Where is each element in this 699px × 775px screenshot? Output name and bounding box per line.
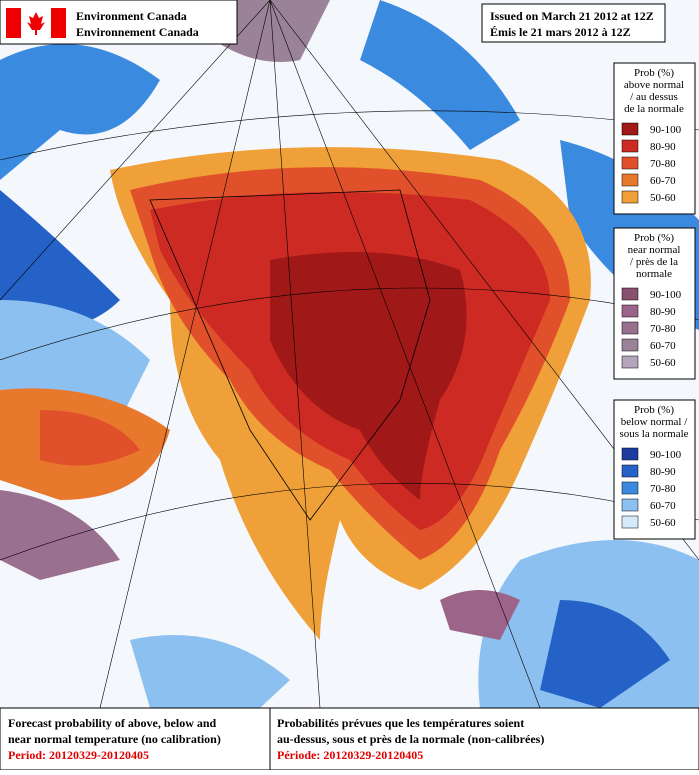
- legend-title: / au dessus: [630, 91, 678, 103]
- region: [40, 410, 140, 466]
- footer: Forecast probability of above, below and…: [0, 707, 699, 771]
- issued-fr: Émis le 21 mars 2012 à 12Z: [490, 25, 631, 39]
- legend-swatch: [621, 355, 639, 369]
- footer-fr: au-dessus, sous et près de la normale (n…: [277, 732, 544, 746]
- maple-leaf: [27, 12, 45, 35]
- agency-en: Environment Canada: [76, 9, 187, 23]
- agency-fr: Environnement Canada: [76, 25, 199, 39]
- legend-title: normale: [636, 268, 672, 280]
- legend-label: 60-70: [650, 500, 676, 512]
- legend-swatch: [621, 156, 639, 170]
- issued-box: Issued on March 21 2012 at 12Z Émis le 2…: [481, 3, 666, 43]
- issued-frame: [481, 3, 666, 43]
- legend-title: Prob (%): [634, 232, 674, 244]
- region: [270, 252, 467, 500]
- legend-swatch: [621, 321, 639, 335]
- legend-swatch: [621, 122, 639, 136]
- legend-title: below normal /: [621, 416, 689, 428]
- legend-swatch: [621, 481, 639, 495]
- legend-title: above normal: [624, 79, 684, 91]
- flag-bar: [51, 8, 66, 38]
- footer-en: near normal temperature (no calibration): [8, 732, 221, 746]
- legend-swatch: [621, 498, 639, 512]
- legend-label: 90-100: [650, 449, 682, 461]
- flag-bar: [6, 8, 21, 38]
- region: [130, 635, 290, 708]
- legend-frame: [613, 62, 696, 215]
- legend-title: Prob (%): [634, 67, 674, 79]
- legend-swatch: [621, 464, 639, 478]
- legend-swatch: [621, 304, 639, 318]
- legend-title: de la normale: [624, 103, 684, 115]
- legend-label: 60-70: [650, 340, 676, 352]
- region: [540, 600, 670, 708]
- region: [0, 490, 120, 580]
- footer-frame: [0, 707, 699, 771]
- legend-swatch: [621, 447, 639, 461]
- issued-en: Issued on March 21 2012 at 12Z: [490, 9, 654, 23]
- legend-label: 70-80: [650, 483, 676, 495]
- map: [0, 0, 699, 709]
- grid-lines: [0, 0, 699, 709]
- legend-swatch: [621, 515, 639, 529]
- legend-label: 90-100: [650, 124, 682, 136]
- legend-label: 70-80: [650, 323, 676, 335]
- legend-label: 90-100: [650, 289, 682, 301]
- legend-swatch: [621, 173, 639, 187]
- legend-title: near normal: [628, 244, 681, 256]
- footer-period: Période: 20120329-20120405: [277, 748, 423, 762]
- agency-box: Environment Canada Environnement Canada: [0, 0, 238, 45]
- legend-swatch: [621, 287, 639, 301]
- legend-title: / près de la: [630, 256, 678, 268]
- region: [360, 0, 520, 150]
- legend-label: 50-60: [650, 357, 676, 369]
- legend-label: 80-90: [650, 141, 676, 153]
- legend-frame: [613, 227, 696, 380]
- legend-title: Prob (%): [634, 404, 674, 416]
- footer-period: Period: 20120329-20120405: [8, 748, 149, 762]
- region: [0, 190, 120, 332]
- legend-label: 70-80: [650, 158, 676, 170]
- legend-label: 50-60: [650, 192, 676, 204]
- legend-label: 80-90: [650, 466, 676, 478]
- legend-swatch: [621, 338, 639, 352]
- legend-title: sous la normale: [619, 428, 688, 440]
- legend-swatch: [621, 139, 639, 153]
- legend-label: 60-70: [650, 175, 676, 187]
- legend-swatch: [621, 190, 639, 204]
- region: [0, 44, 160, 180]
- footer-en: Forecast probability of above, below and: [8, 716, 217, 730]
- legend-label: 50-60: [650, 517, 676, 529]
- footer-fr: Probabilités prévues que les température…: [277, 716, 524, 730]
- legend-label: 80-90: [650, 306, 676, 318]
